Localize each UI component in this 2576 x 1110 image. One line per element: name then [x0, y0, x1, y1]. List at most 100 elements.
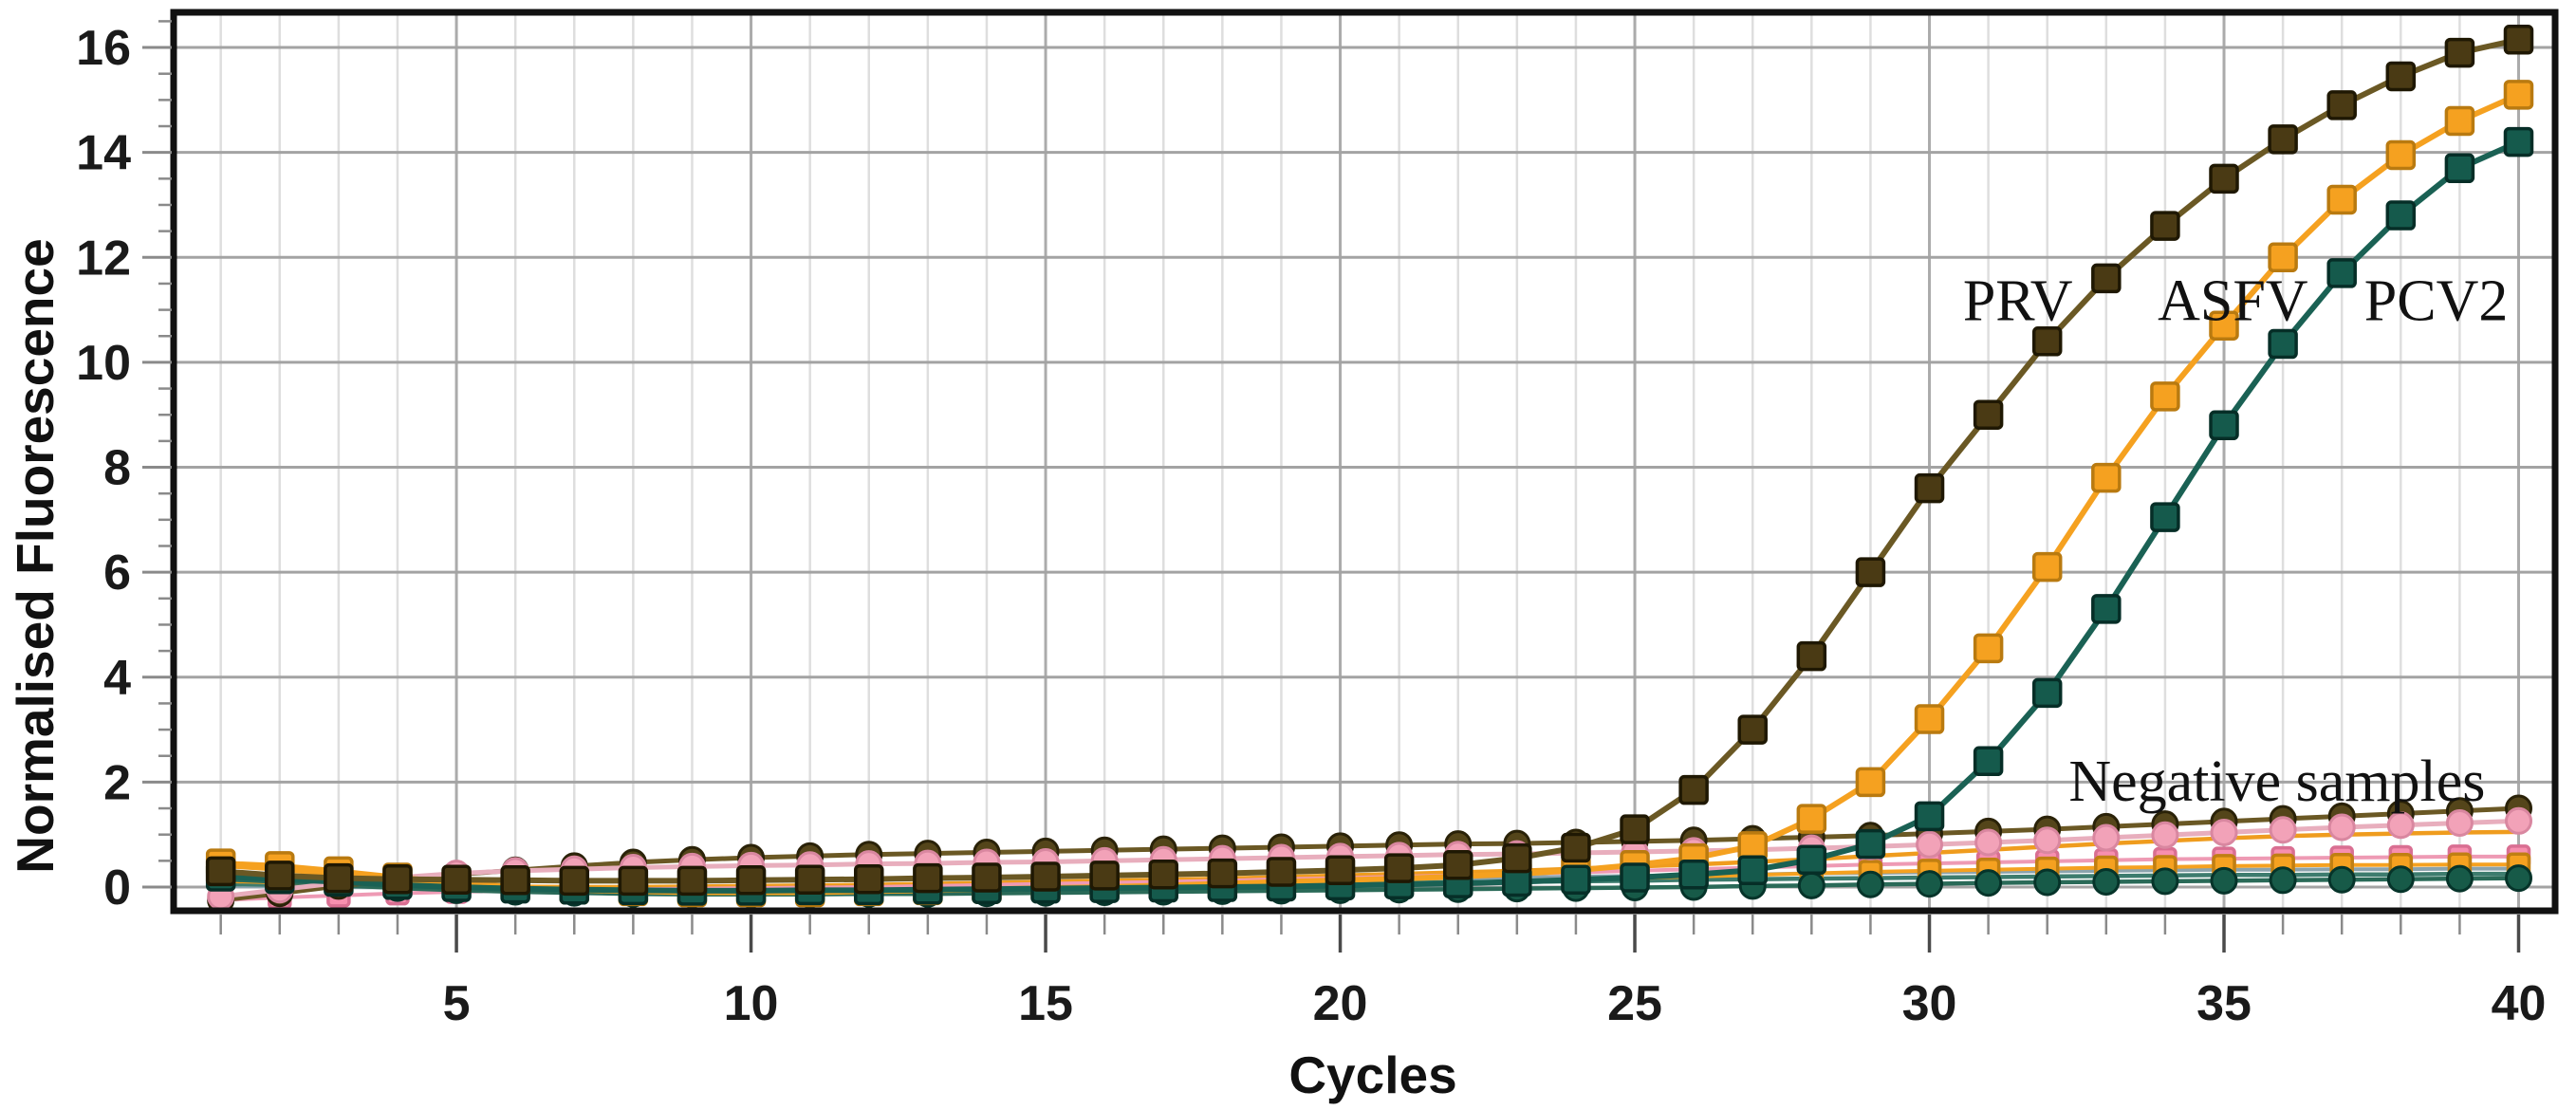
marker-square	[1678, 859, 1709, 890]
series-line	[218, 805, 2521, 903]
marker-square	[2031, 551, 2063, 583]
marker-square	[2385, 61, 2417, 92]
marker-circle	[2386, 865, 2415, 894]
y-tick-label: 4	[103, 651, 131, 706]
marker-square	[1148, 859, 1178, 890]
marker-square	[2150, 381, 2180, 412]
marker-square	[1325, 855, 1356, 886]
axis-tick-labels: 5 10 15 20 25 30 35 40 0 2 4 6 8 10 12 14 16	[76, 21, 2546, 1031]
marker-square	[1855, 557, 1886, 587]
y-tick-label: 8	[103, 441, 131, 496]
y-axis-title: Normalised Fluorescence	[6, 238, 65, 873]
series-PRV	[205, 25, 2534, 897]
marker-circle	[2092, 867, 2121, 896]
marker-square	[1855, 767, 1886, 798]
x-tick-label: 40	[2492, 976, 2547, 1031]
marker-square	[2385, 139, 2417, 171]
marker-square	[2503, 80, 2534, 110]
marker-square	[1089, 860, 1120, 891]
marker-square	[794, 864, 825, 896]
marker-square	[1030, 861, 1061, 892]
marker-square	[735, 865, 767, 896]
marker-square	[2503, 126, 2534, 157]
x-tick-label: 30	[1902, 976, 1957, 1031]
y-tick-label: 6	[103, 546, 131, 601]
marker-circle	[2033, 826, 2062, 855]
marker-square	[618, 865, 649, 897]
marker-square	[1796, 804, 1827, 834]
annotation-negative-samples: Negative samples	[2068, 749, 2485, 814]
marker-square	[1678, 774, 1709, 805]
marker-square	[1620, 862, 1650, 893]
marker-square	[1207, 858, 1238, 889]
marker-square	[2150, 211, 2180, 241]
series-line	[217, 36, 2522, 884]
y-tick-label: 10	[76, 336, 131, 391]
marker-circle	[2269, 866, 2297, 895]
marker-circle	[2445, 864, 2474, 893]
x-tick-label: 35	[2196, 976, 2252, 1031]
y-tick-label: 14	[76, 126, 131, 181]
marker-square	[1855, 828, 1886, 860]
marker-circle	[1916, 830, 1944, 859]
marker-square	[1796, 640, 1827, 672]
marker-square	[2091, 594, 2122, 624]
marker-square	[1383, 853, 1415, 883]
marker-square	[2150, 502, 2180, 532]
marker-square	[2326, 258, 2357, 288]
x-tick-label: 20	[1313, 976, 1368, 1031]
marker-square	[265, 860, 295, 891]
marker-square	[2326, 184, 2357, 215]
annotation-asfv: ASFV	[2158, 269, 2308, 334]
marker-square	[1914, 704, 1945, 734]
amplification-curves	[205, 25, 2534, 915]
marker-square	[382, 863, 413, 895]
x-tick-label: 15	[1018, 976, 1073, 1031]
marker-circle	[2504, 806, 2532, 835]
y-tick-label: 2	[103, 755, 131, 810]
marker-square	[2385, 200, 2417, 231]
marker-square	[2444, 153, 2475, 184]
x-tick-label: 10	[724, 976, 779, 1031]
marker-circle	[2151, 867, 2179, 896]
marker-square	[2268, 328, 2298, 360]
marker-square	[854, 863, 884, 895]
marker-square	[676, 865, 708, 897]
marker-square	[2444, 105, 2475, 137]
series-line	[218, 876, 2521, 897]
marker-square	[1561, 864, 1591, 896]
annotation-prv: PRV	[1963, 269, 2073, 334]
annotation-pcv2: PCV2	[2364, 269, 2509, 334]
marker-square	[2326, 90, 2357, 120]
marker-square	[1914, 801, 1945, 832]
marker-circle	[2210, 866, 2238, 895]
marker-circle	[1797, 871, 1825, 899]
marker-square	[559, 865, 590, 897]
marker-square	[1620, 814, 1650, 844]
series-line	[218, 829, 2521, 890]
marker-circle	[2151, 821, 2179, 849]
marker-square	[205, 856, 236, 887]
marker-square	[2503, 25, 2534, 55]
marker-square	[500, 865, 530, 896]
y-tick-label: 16	[76, 21, 131, 76]
marker-circle	[2327, 813, 2356, 842]
x-tick-label: 25	[1607, 976, 1662, 1031]
marker-square	[2268, 124, 2298, 155]
marker-square	[913, 862, 943, 894]
marker-square	[2268, 242, 2298, 273]
x-axis-title: Cycles	[1288, 1045, 1456, 1104]
marker-square	[1973, 746, 2004, 777]
marker-square	[1561, 832, 1591, 863]
marker-square	[1737, 714, 1768, 745]
marker-square	[1973, 633, 2004, 664]
marker-square	[441, 864, 472, 896]
marker-circle	[2092, 823, 2121, 852]
marker-square	[2209, 410, 2239, 441]
series-negative-orange-line	[218, 829, 2521, 890]
marker-square	[1914, 472, 1945, 504]
marker-circle	[2033, 868, 2062, 897]
axis-ticks	[142, 20, 2521, 953]
marker-square	[2091, 462, 2122, 493]
